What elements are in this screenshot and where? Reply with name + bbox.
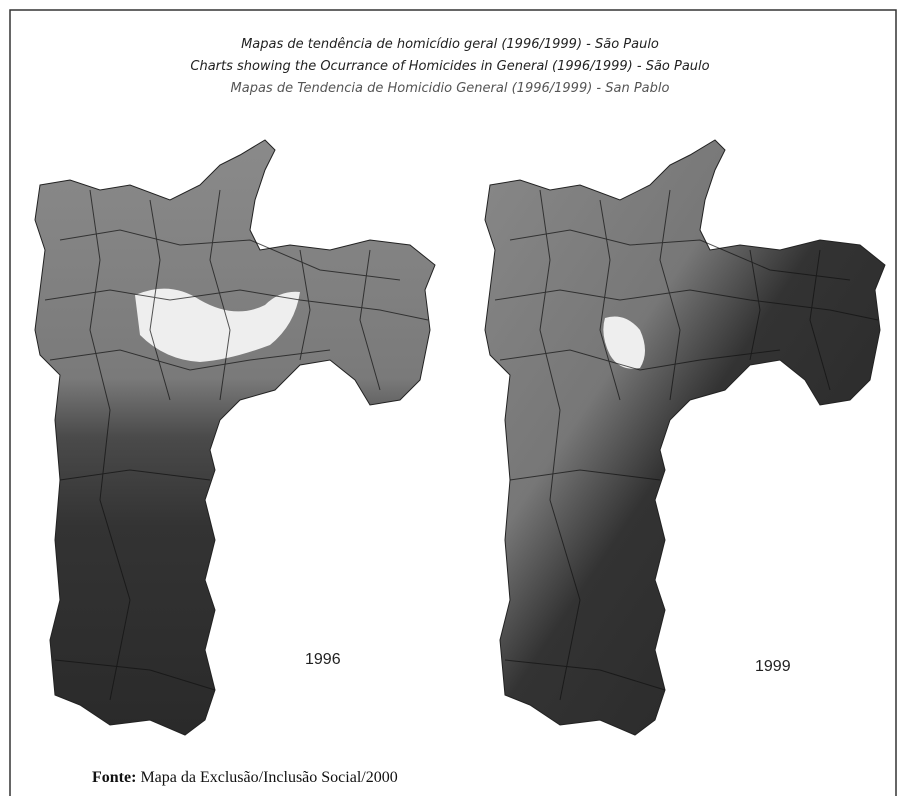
title-line: Charts showing the Ocurrance of Homicide… bbox=[190, 59, 709, 74]
frame bbox=[9, 9, 897, 796]
map-1999 bbox=[484, 139, 886, 736]
source: Fonte: Mapa da Exclusão/Inclusão Social/… bbox=[92, 769, 398, 786]
title-line: Mapas de Tendencia de Homicidio General … bbox=[231, 81, 670, 96]
title-line: Mapas de tendência de homicídio geral (1… bbox=[241, 37, 659, 52]
map-label: 1996 bbox=[305, 651, 341, 668]
map-1996 bbox=[34, 139, 436, 736]
source-label: Fonte: bbox=[92, 769, 136, 786]
source-text: Mapa da Exclusão/Inclusão Social/2000 bbox=[140, 769, 397, 786]
map-label: 1999 bbox=[755, 658, 791, 675]
